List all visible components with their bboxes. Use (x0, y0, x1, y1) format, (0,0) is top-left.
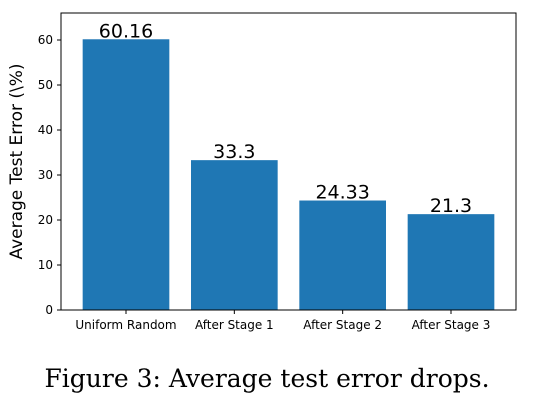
y-tick-label-0: 0 (45, 303, 53, 317)
bars-group (82, 39, 495, 310)
bar-chart: 60.16 33.3 24.33 21.3 0 10 20 30 40 50 60 Uniform… (7, 12, 517, 332)
y-tick-label-5: 50 (38, 78, 53, 92)
data-label-2: 24.33 (315, 182, 369, 204)
x-tick-label-3: After Stage 3 (412, 318, 491, 332)
data-labels-group: 60.16 33.3 24.33 21.3 (99, 20, 472, 217)
y-tick-label-3: 30 (38, 168, 53, 182)
bar-0 (82, 39, 170, 310)
plot-frame (60, 12, 517, 311)
x-tick-label-1: After Stage 1 (195, 318, 274, 332)
x-tick-label-2: After Stage 2 (303, 318, 382, 332)
x-tick-label-0: Uniform Random (75, 318, 176, 332)
y-axis-label: Average Test Error (\%) (7, 63, 27, 259)
y-tick-label-1: 10 (38, 258, 53, 272)
bar-1 (191, 160, 278, 310)
figure-caption: Figure 3: Average test error drops. (44, 364, 490, 393)
bar-2 (299, 200, 386, 310)
y-tick-label-4: 40 (38, 123, 53, 137)
bar-3 (407, 214, 495, 310)
x-axis: Uniform Random After Stage 1 After Stage 2… (75, 310, 490, 332)
y-tick-label-2: 20 (38, 213, 53, 227)
data-label-0: 60.16 (99, 20, 153, 42)
data-label-3: 21.3 (430, 195, 472, 217)
data-label-1: 33.3 (213, 141, 255, 163)
y-axis: 0 10 20 30 40 50 60 (38, 33, 61, 317)
y-tick-label-6: 60 (38, 33, 53, 47)
